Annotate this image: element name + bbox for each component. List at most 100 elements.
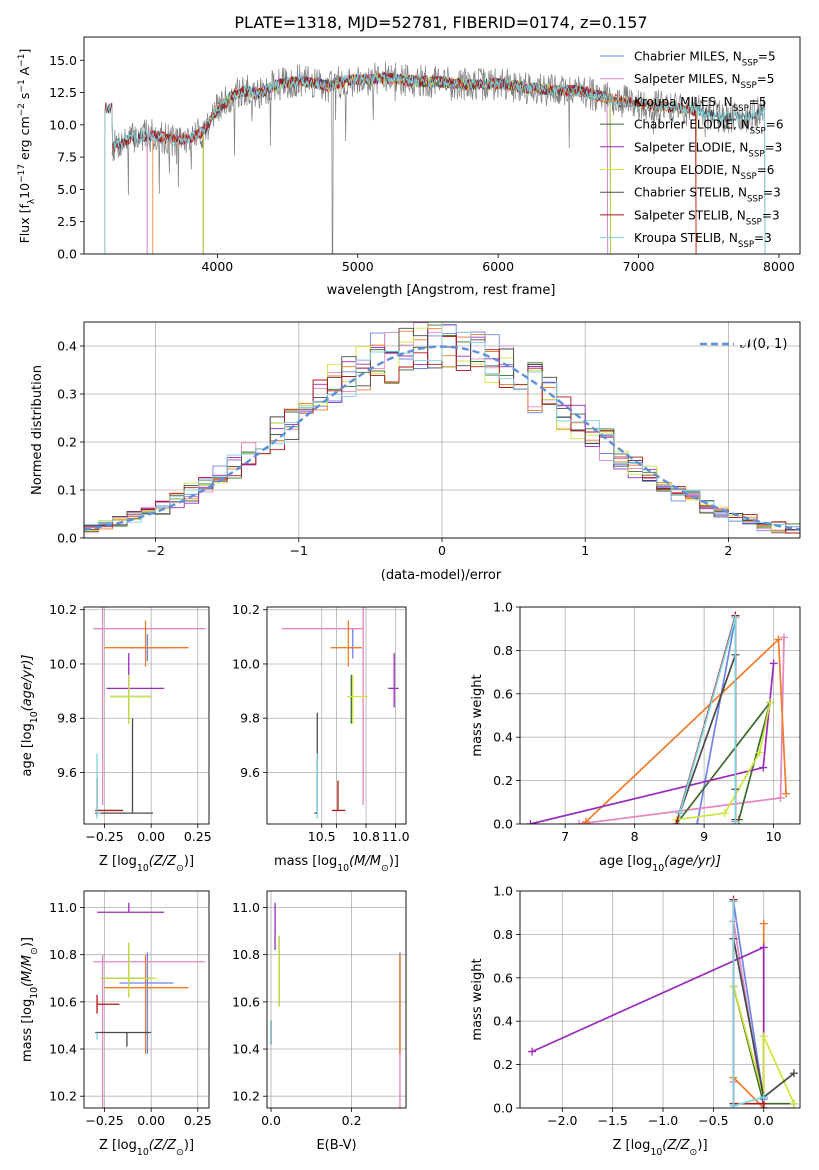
x-axis-label: Z [log10(Z/Z⊙)]	[612, 1138, 707, 1158]
y-tick-label: 10.6	[49, 994, 77, 1009]
weight-point-salpeter-miles	[780, 633, 789, 642]
legend-label-part: =5	[757, 72, 775, 86]
y-axis-label-part: Flux [f	[17, 204, 32, 244]
axes-frame	[83, 321, 801, 539]
y-axis-label-part: λ	[27, 198, 37, 204]
x-tick-label: 8000	[763, 259, 795, 274]
legend-label-part: =5	[749, 95, 767, 109]
y-tick-label: 10.2	[49, 602, 77, 617]
histogram-axes: −2 −1 0 1 2 0.0 0.1 0.2 0.3 0.4 (data-model)/error…	[30, 321, 801, 583]
plot-area	[520, 891, 800, 1108]
weight-point-kroupa-stelib	[729, 897, 738, 906]
weight_vs_Z-axes: −2.0 −1.5 −1.0 −0.5 0.0 0.0 0.2 0.4 0.6 0.8 1.0 Z […	[470, 884, 801, 1158]
x-tick-label: 6000	[482, 259, 514, 274]
x-axis-label-part: 10	[652, 863, 664, 874]
weight-point-salpeter-elodie	[759, 763, 768, 772]
legend-label-part: SSP	[738, 240, 754, 250]
y-tick-label: 10.8	[232, 947, 260, 962]
x-tick-label: 1	[581, 543, 589, 558]
x-tick-label: 10.8	[352, 829, 380, 844]
x-axis-label-part: mass [log	[274, 854, 337, 869]
legend-label-part: SSP	[733, 104, 749, 114]
plot-area	[84, 891, 209, 1108]
y-tick-label: 10.0	[232, 656, 260, 671]
x-tick-label: 0	[438, 543, 446, 558]
y-axis-label-part: −1	[17, 79, 27, 92]
weight-point-salpeter-elodie	[528, 1047, 537, 1056]
legend-label-part: Kroupa MILES, N	[634, 95, 733, 109]
y-tick-label: 2.5	[57, 214, 77, 229]
legend-label: Kroupa MILES, NSSP=5	[634, 95, 767, 114]
y-axis-label-part: ]	[17, 49, 32, 54]
y-axis-label: mass weight	[470, 674, 485, 756]
y-tick-label: 0.1	[57, 483, 77, 498]
axes-frame	[519, 890, 801, 1109]
histogram-kroupa-stelib	[84, 325, 800, 538]
legend-label: Salpeter MILES, NSSP=5	[634, 72, 774, 91]
y-axis-label-part: age [log	[20, 723, 35, 776]
y-tick-label: 10.2	[232, 602, 260, 617]
y-tick-label: 0.4	[493, 730, 513, 745]
weight-point-kroupa-miles	[774, 635, 783, 644]
y-axis-label-part: )]	[20, 937, 35, 947]
legend-label-part: SSP	[741, 81, 757, 91]
y-axis-label-part: mass [log	[20, 999, 35, 1062]
x-tick-label: −2	[146, 543, 164, 558]
y-axis-label-part: (age/yr)]	[20, 655, 35, 712]
plot-area	[84, 607, 209, 824]
axes-frame	[83, 36, 801, 255]
x-axis-label-part: Z [log	[99, 1138, 137, 1153]
y-tick-label: 0.8	[493, 927, 513, 942]
y-tick-label: 0.0	[57, 247, 77, 262]
weight-point-salpeter-miles	[575, 820, 584, 824]
x-axis-label-part: )]	[697, 1138, 707, 1153]
x-tick-label: 0.25	[184, 829, 212, 844]
x-tick-label: −0.25	[85, 1113, 123, 1128]
x-tick-label: 0.0	[754, 1113, 774, 1128]
y-tick-label: 0.3	[57, 387, 77, 402]
x-axis-label-part: 10	[137, 863, 149, 874]
y-axis-label: mass [log10(M/M⊙)]	[20, 937, 40, 1062]
legend-label: Kroupa STELIB, NSSP=3	[634, 231, 772, 250]
x-axis-label-part: (age/yr)]	[664, 854, 721, 869]
weight-point-kroupa-stelib	[759, 1093, 768, 1102]
x-axis-label-part: Z [log	[99, 854, 137, 869]
axes-frame	[266, 890, 407, 1109]
axes-frame	[266, 606, 407, 825]
weight-point-salpeter-miles	[776, 793, 785, 802]
x-axis-label-part: ⊙	[381, 863, 389, 874]
x-tick-label: 7	[561, 829, 569, 844]
x-axis-label-part: ⊙	[690, 1147, 698, 1158]
figure-title: PLATE=1318, MJD=52781, FIBERID=0174, z=0…	[234, 13, 647, 32]
y-tick-label: 0.4	[493, 1014, 513, 1029]
axes-frame	[83, 890, 210, 1109]
legend-label-part: Kroupa STELIB, N	[634, 231, 738, 245]
legend-label-part: =3	[763, 186, 781, 200]
weight-point-salpeter-elodie	[759, 943, 768, 952]
legend-label-part: SSP	[747, 195, 763, 205]
plot-area	[520, 607, 800, 824]
x-tick-label: −1.5	[597, 1113, 627, 1128]
y-axis-label-part: −17	[17, 164, 27, 183]
y-tick-label: 10.6	[232, 994, 260, 1009]
x-axis-label-part: ⊙	[176, 1147, 184, 1158]
y-tick-label: 0.2	[493, 1057, 513, 1072]
x-tick-label: 8	[631, 829, 639, 844]
weight-line-kroupa-elodie	[676, 702, 771, 821]
legend-label: Chabrier ELODIE, NSSP=6	[634, 118, 783, 137]
x-axis-label: mass [log10(M/M⊙)]	[274, 854, 399, 874]
x-axis-label: age [log10(age/yr)]	[599, 854, 721, 874]
normal-curve-line	[84, 345, 800, 531]
age_vs_mass-axes: 10.5 10.8 11.0 9.6 9.8 10.0 10.2 mass [log10(M/…	[232, 602, 409, 873]
y-axis-label: mass weight	[470, 958, 485, 1040]
y-tick-label: 0.2	[57, 435, 77, 450]
weight-point-kroupa-elodie	[789, 1099, 798, 1108]
y-tick-label: 7.5	[57, 150, 77, 165]
weight-point-kroupa-stelib	[731, 613, 740, 622]
legend-label-part: Salpeter STELIB, N	[634, 208, 746, 222]
legend-label-part: SSP	[746, 217, 762, 227]
y-axis-label-part: −2	[17, 103, 27, 116]
y-tick-label: 0.4	[57, 339, 77, 354]
age_vs_Z-axes: −0.25 0.00 0.259.69.810.010.2Z [log10(Z/Z⊙…	[20, 602, 212, 873]
